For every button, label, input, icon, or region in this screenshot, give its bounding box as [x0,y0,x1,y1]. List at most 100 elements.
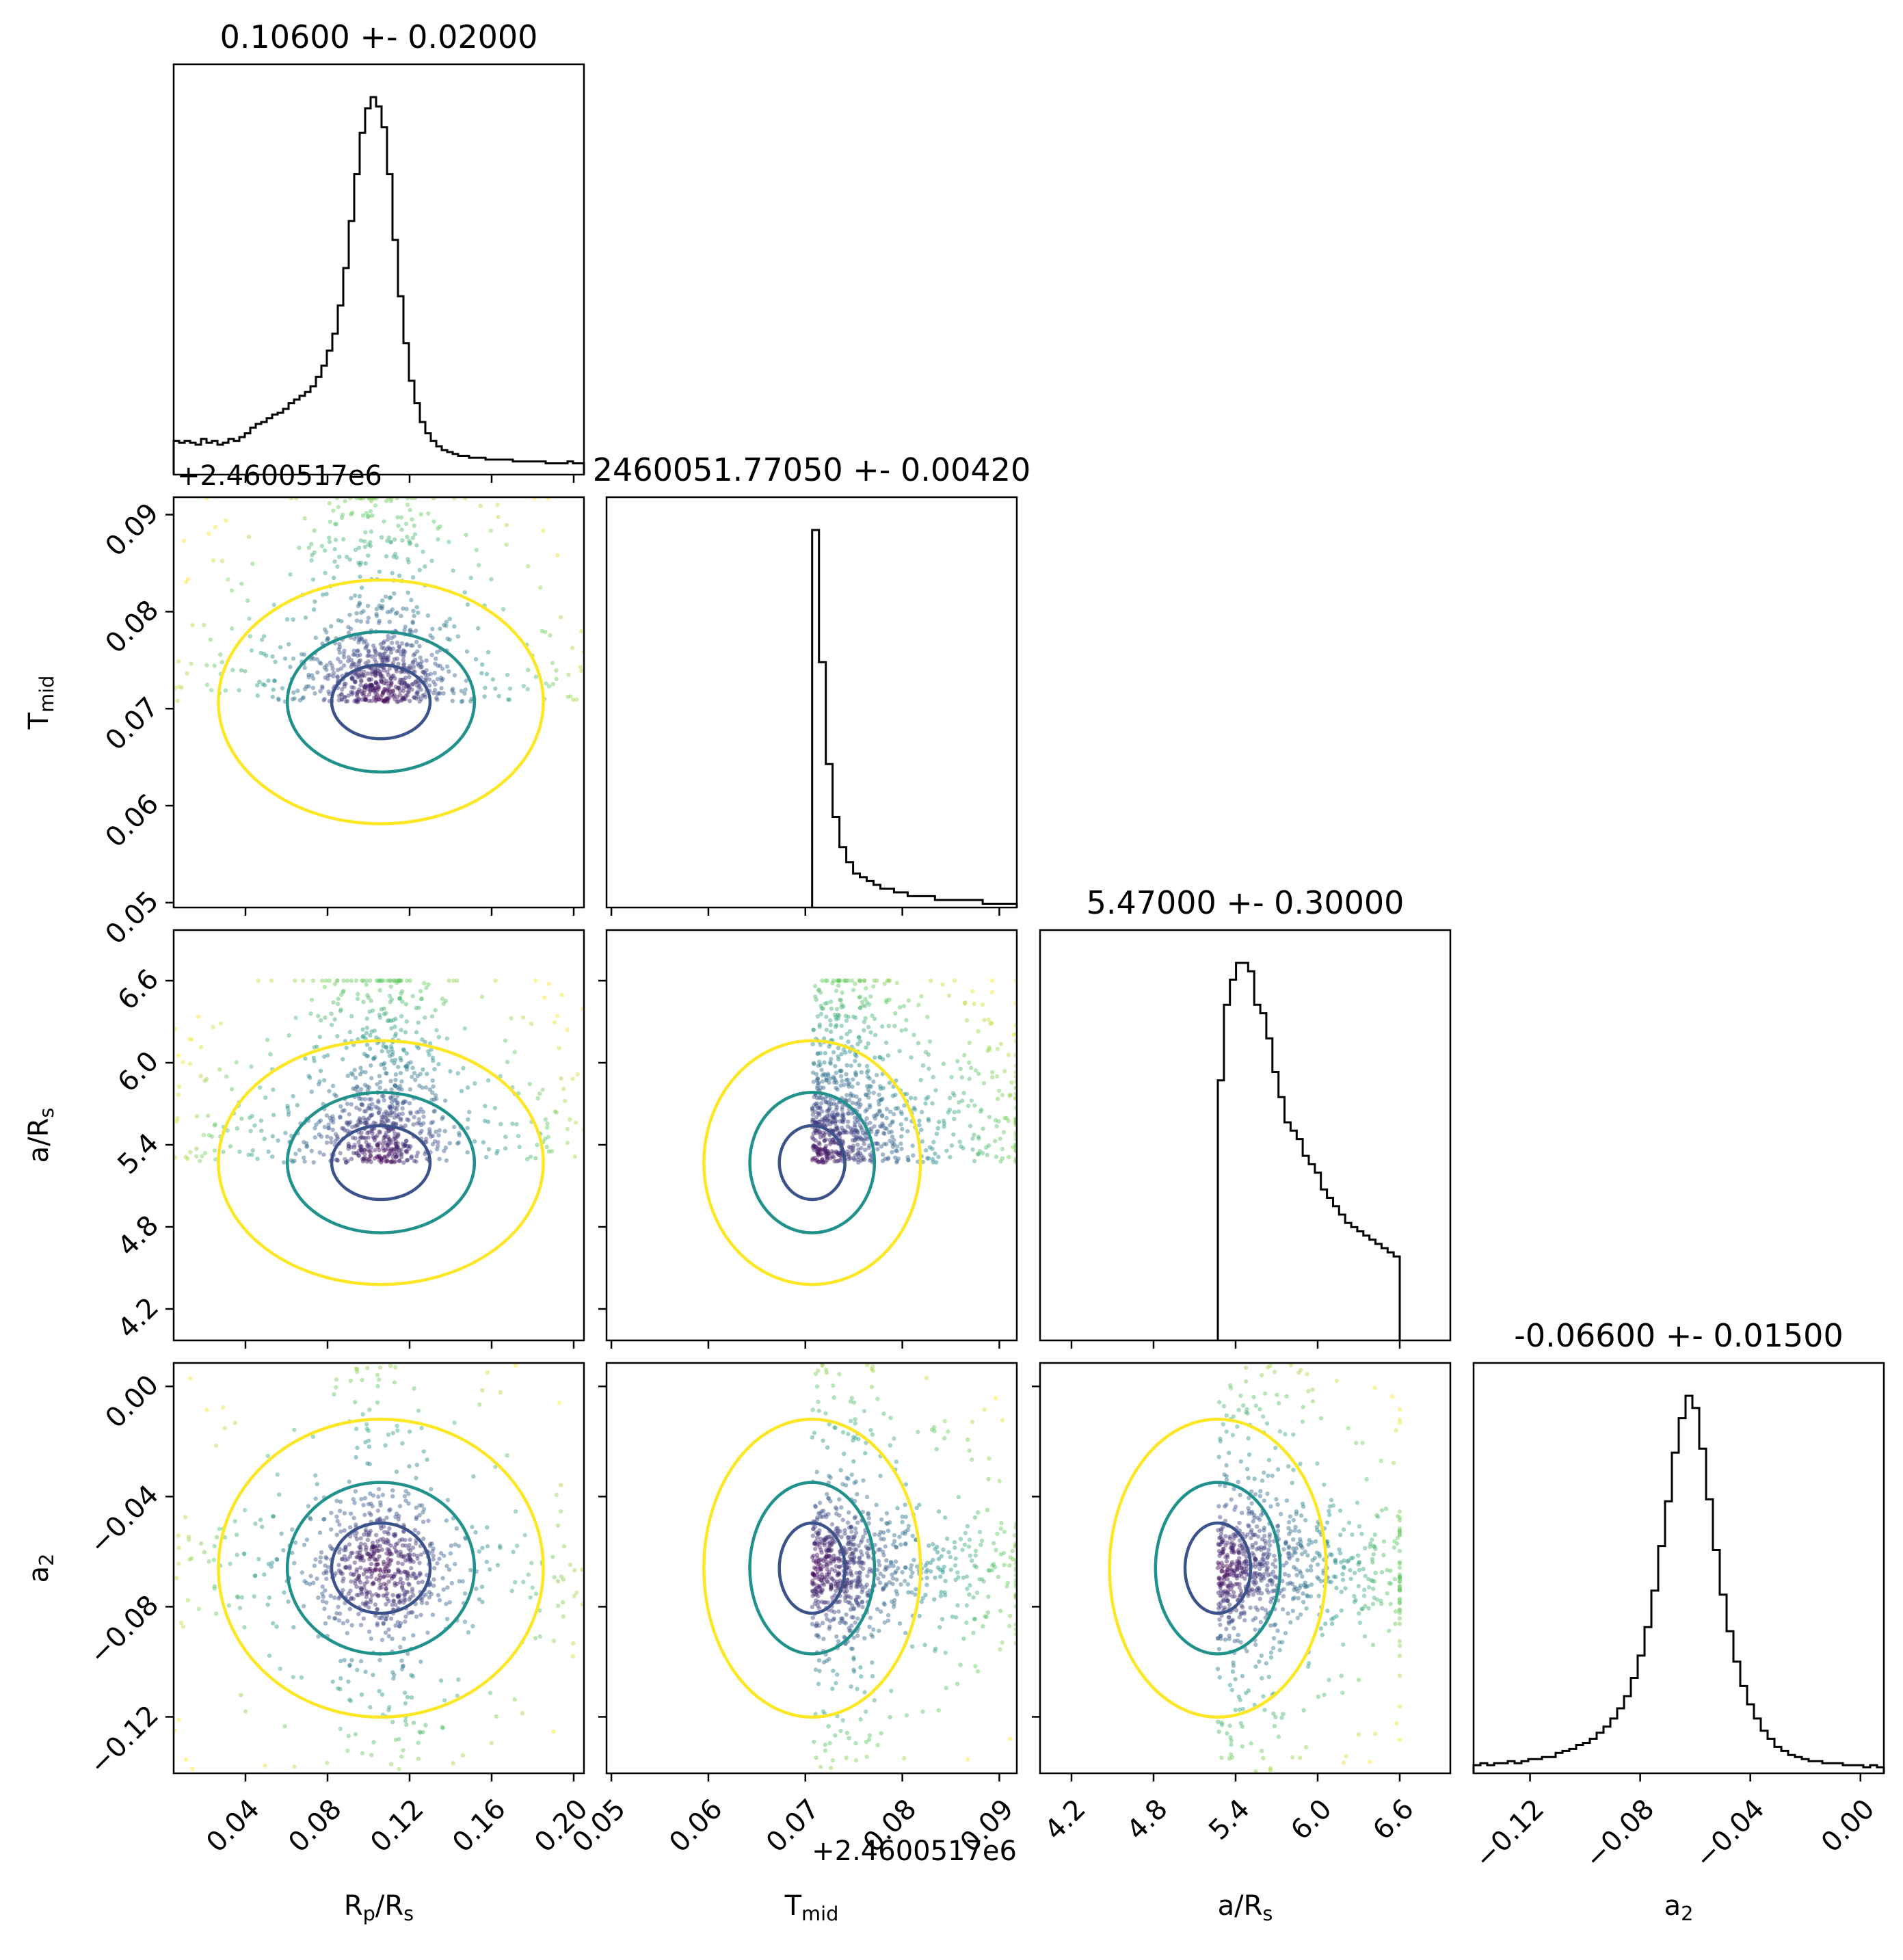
sample-point [404,1051,409,1056]
sample-point [359,636,364,641]
sample-point [330,1127,335,1133]
sample-point [829,999,834,1004]
sample-point [429,1487,434,1492]
sample-point [359,1144,364,1149]
sample-point [984,1614,989,1619]
sample-point [1298,1756,1303,1760]
sample-point [813,1109,818,1114]
sample-point [363,646,368,650]
sample-point [829,1541,834,1546]
sample-point [1257,1562,1262,1567]
sample-point [287,641,291,647]
sample-point [825,1072,831,1076]
sample-point [313,1473,318,1478]
sample-point [815,1051,820,1056]
sample-point [1246,1506,1251,1511]
sample-point [909,1563,914,1568]
sample-point [320,1599,325,1604]
sample-point [955,1059,960,1063]
sample-point [831,1115,836,1120]
sample-point [1363,1574,1368,1578]
sample-point [875,978,879,983]
sample-point [412,1386,416,1391]
sample-point [364,1601,370,1606]
sample-point [853,1073,859,1078]
sample-point [362,685,367,689]
sample-point [561,1577,566,1582]
sample-point [359,1589,364,1595]
sample-point [236,1595,241,1600]
sample-point [866,1593,870,1598]
sample-point [820,1117,825,1122]
sample-point [327,501,332,506]
sample-point [493,686,498,691]
sample-point [349,1579,354,1584]
sample-point [377,1130,382,1135]
sample-point [396,978,401,983]
sample-point [1299,1552,1305,1557]
sample-point [966,1544,972,1549]
sample-point [814,1085,820,1091]
sample-point [405,1571,410,1576]
sample-point [323,1563,328,1568]
sample-point [318,689,323,693]
sample-point [528,1595,533,1600]
sample-point [876,1576,881,1581]
sample-point [485,1544,490,1549]
sample-point [896,1156,901,1161]
sample-point [329,1022,334,1027]
sample-point [1240,1706,1246,1712]
sample-point [392,697,397,702]
sample-point [333,1616,338,1621]
sample-point [370,1544,375,1548]
sample-point [814,1103,819,1109]
sample-point [388,1543,393,1548]
sample-point [856,1602,861,1607]
sample-point [827,1619,833,1624]
sample-point [1011,1557,1015,1562]
sample-point [537,1608,542,1613]
sample-point [375,1539,380,1544]
sample-point [389,997,395,1002]
sample-point [451,691,456,696]
sample-point [325,676,330,681]
sample-point [412,1158,417,1163]
sample-point [882,981,887,986]
sample-point [823,1150,829,1155]
panel-ars-vs-ars: 5.47000 +- 0.30000 [1039,884,1452,1349]
sample-point [414,639,419,644]
sample-point [580,1567,584,1572]
sample-point [987,1045,992,1050]
sample-point [324,1140,330,1145]
sample-point [942,1564,946,1570]
sample-point [239,581,244,586]
sample-point [346,1146,351,1151]
sample-point [362,691,367,696]
sample-point [380,674,385,678]
sample-point [229,588,235,593]
sample-point [188,1150,193,1154]
sample-point [391,1137,396,1142]
sample-point [942,1590,947,1595]
sample-point [886,1053,891,1058]
sample-point [385,637,390,642]
sample-point [395,1141,400,1146]
sample-point [992,1562,996,1567]
sample-point [418,1613,423,1617]
sample-point [428,1541,433,1546]
sample-point [350,675,355,680]
sample-point [1247,1452,1252,1457]
sample-point [392,657,397,662]
sample-point [570,1654,575,1658]
sample-point [336,693,342,698]
sample-point [1298,1583,1303,1588]
sample-point [890,1581,895,1587]
sample-point [213,525,218,529]
sample-point [847,1736,851,1740]
sample-point [842,1128,847,1133]
sample-point [361,999,366,1005]
sample-point [358,1541,364,1546]
sample-point [1252,1578,1257,1583]
sample-point [404,1722,409,1727]
sample-point [248,1128,253,1134]
